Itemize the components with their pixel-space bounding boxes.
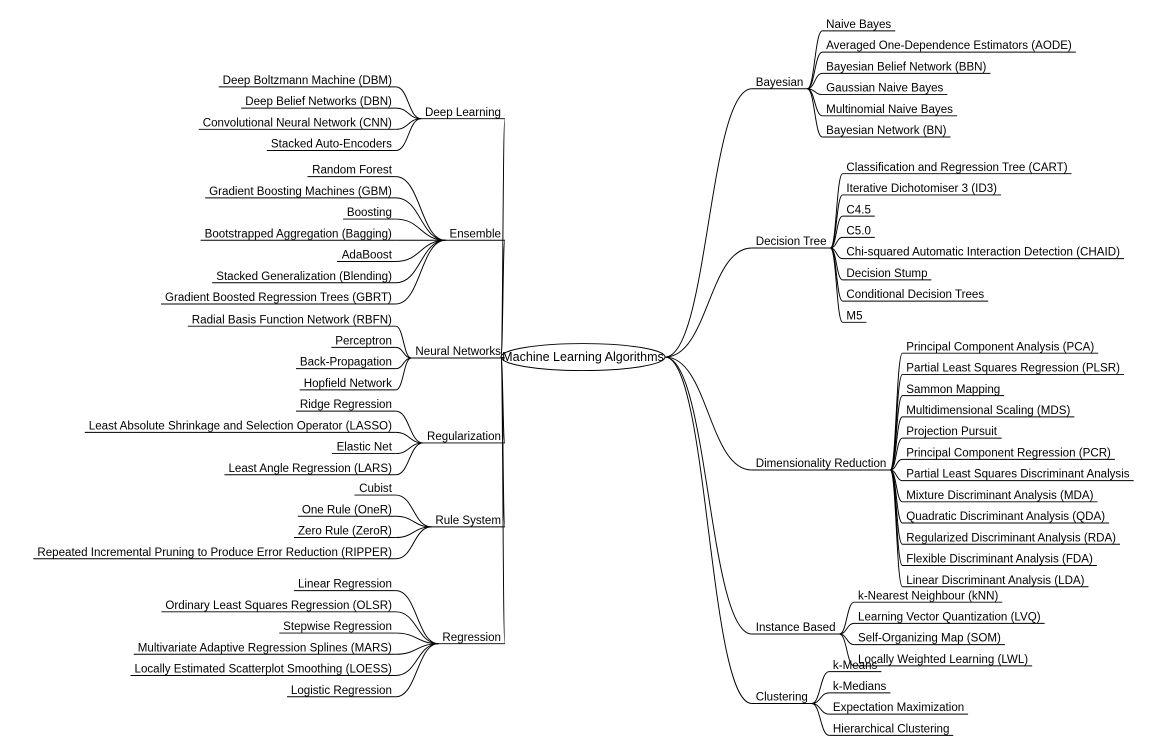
leaf-label: Boosting xyxy=(347,207,392,219)
leaf-label: Deep Belief Networks (DBN) xyxy=(245,96,392,108)
leaf-label: Gradient Boosting Machines (GBM) xyxy=(209,186,392,198)
leaf-label: Bayesian Belief Network (BBN) xyxy=(826,61,986,73)
leaf-label: Least Angle Regression (LARS) xyxy=(228,463,392,475)
leaf-label: Stacked Auto-Encoders xyxy=(271,139,392,151)
edge-category-to-leaf xyxy=(807,89,822,137)
edge-root-to-category xyxy=(665,89,752,357)
edge-category-to-leaf xyxy=(396,240,446,261)
category-label: Clustering xyxy=(756,692,808,704)
leaf-label: Logistic Regression xyxy=(291,685,392,697)
leaf-label: Elastic Net xyxy=(337,442,393,454)
leaf-label: Iterative Dichotomiser 3 (ID3) xyxy=(846,183,997,195)
category-label: Regression xyxy=(442,632,501,644)
edge-category-to-leaf xyxy=(396,240,446,282)
leaf-label: k-Medians xyxy=(833,681,887,693)
leaf-label: Locally Estimated Scatterplot Smoothing … xyxy=(135,664,393,676)
leaf-label: Gaussian Naive Bayes xyxy=(826,83,943,95)
leaf-label: k-Means xyxy=(833,660,878,672)
category-label: Decision Tree xyxy=(756,236,827,248)
leaf-label: Partial Least Squares Discriminant Analy… xyxy=(906,469,1130,481)
leaf-label: Linear Discriminant Analysis (LDA) xyxy=(906,575,1084,587)
leaf-label: Expectation Maximization xyxy=(833,702,964,714)
leaf-label: Perceptron xyxy=(335,336,392,348)
leaf-label: Linear Regression xyxy=(298,579,392,591)
edge-category-to-leaf xyxy=(830,248,842,322)
edge-category-to-leaf xyxy=(830,195,842,248)
root-label: Machine Learning Algorithms xyxy=(502,350,664,364)
leaf-label: Principal Component Regression (PCR) xyxy=(906,447,1111,459)
leaf-label: Random Forest xyxy=(312,165,393,177)
leaf-label: Self-Organizing Map (SOM) xyxy=(858,633,1001,645)
leaf-label: Stacked Generalization (Blending) xyxy=(216,271,392,283)
edge-category-to-leaf xyxy=(396,198,446,240)
mindmap-canvas: Machine Learning Algorithms Bayesian Naive… xyxy=(0,0,1166,745)
leaf-label: Averaged One-Dependence Estimators (AODE… xyxy=(826,40,1072,52)
leaf-label: Zero Rule (ZeroR) xyxy=(298,526,392,538)
leaf-label: Bayesian Network (BN) xyxy=(826,125,946,137)
leaf-label: Radial Basis Function Network (RBFN) xyxy=(192,314,392,326)
leaf-label: Multinomial Naive Bayes xyxy=(826,104,953,116)
leaf-label: Locally Weighted Learning (LWL) xyxy=(858,654,1028,666)
category-label: Regularization xyxy=(427,431,501,443)
leaf-label: Hierarchical Clustering xyxy=(833,723,949,735)
leaf-label: Regularized Discriminant Analysis (RDA) xyxy=(906,532,1116,544)
leaf-label: Stepwise Regression xyxy=(283,621,392,633)
leaf-label: Conditional Decision Trees xyxy=(846,289,984,301)
leaf-label: AdaBoost xyxy=(342,250,393,262)
edge-root-to-category xyxy=(665,248,752,357)
leaf-label: Principal Component Analysis (PCA) xyxy=(906,341,1094,353)
edge-category-to-leaf xyxy=(396,644,439,697)
leaf-label: Classification and Regression Tree (CART… xyxy=(846,162,1067,174)
leaf-label: Decision Stump xyxy=(846,268,927,280)
leaf-label: Hopfield Network xyxy=(304,378,392,390)
category-label: Neural Networks xyxy=(415,346,501,358)
leaf-label: Quadratic Discriminant Analysis (QDA) xyxy=(906,511,1105,523)
leaf-label: Repeated Incremental Pruning to Produce … xyxy=(37,547,392,559)
leaf-label: Ordinary Least Squares Regression (OLSR) xyxy=(165,600,392,612)
leaf-label: C5.0 xyxy=(846,226,870,238)
leaf-label: Back-Propagation xyxy=(300,357,392,369)
leaf-label: Ridge Regression xyxy=(300,399,392,411)
leaf-label: k-Nearest Neighbour (kNN) xyxy=(858,590,998,602)
leaf-label: Gradient Boosted Regression Trees (GBRT) xyxy=(165,292,392,304)
category-label: Bayesian xyxy=(756,77,804,89)
edge-root-to-category xyxy=(665,357,752,470)
category-label: Deep Learning xyxy=(425,107,501,119)
leaf-label: Flexible Discriminant Analysis (FDA) xyxy=(906,554,1093,566)
leaf-label: M5 xyxy=(846,310,862,322)
edge-category-to-leaf xyxy=(396,177,446,241)
edge-category-to-leaf xyxy=(830,174,842,248)
leaf-label: C4.5 xyxy=(846,204,870,216)
leaf-label: Mixture Discriminant Analysis (MDA) xyxy=(906,490,1093,502)
edge-root-to-category xyxy=(665,357,752,634)
edge-category-to-leaf xyxy=(830,248,842,301)
leaf-label: One Rule (OneR) xyxy=(302,504,392,516)
edge-category-to-leaf xyxy=(396,591,439,644)
leaf-label: Bootstrapped Aggregation (Bagging) xyxy=(205,228,392,240)
leaf-label: Partial Least Squares Regression (PLSR) xyxy=(906,363,1120,375)
category-label: Rule System xyxy=(435,515,501,527)
leaf-label: Least Absolute Shrinkage and Selection O… xyxy=(89,420,392,432)
category-label: Instance Based xyxy=(756,622,836,634)
edge-root-to-category xyxy=(665,357,752,703)
category-label: Ensemble xyxy=(449,228,501,240)
leaf-label: Projection Pursuit xyxy=(906,426,998,438)
leaf-label: Chi-squared Automatic Interaction Detect… xyxy=(846,247,1120,259)
leaf-label: Deep Boltzmann Machine (DBM) xyxy=(223,75,392,87)
edge-category-to-leaf xyxy=(396,219,446,240)
leaf-label: Sammon Mapping xyxy=(906,384,1000,396)
leaf-label: Multidimensional Scaling (MDS) xyxy=(906,405,1070,417)
edge-category-to-leaf xyxy=(396,240,446,304)
category-label: Dimensionality Reduction xyxy=(756,458,887,470)
leaf-label: Cubist xyxy=(359,483,393,495)
leaf-label: Multivariate Adaptive Regression Splines… xyxy=(138,642,392,654)
leaf-label: Convolutional Neural Network (CNN) xyxy=(203,117,392,129)
leaf-label: Learning Vector Quantization (LVQ) xyxy=(858,612,1041,624)
leaf-label: Naive Bayes xyxy=(826,19,891,31)
